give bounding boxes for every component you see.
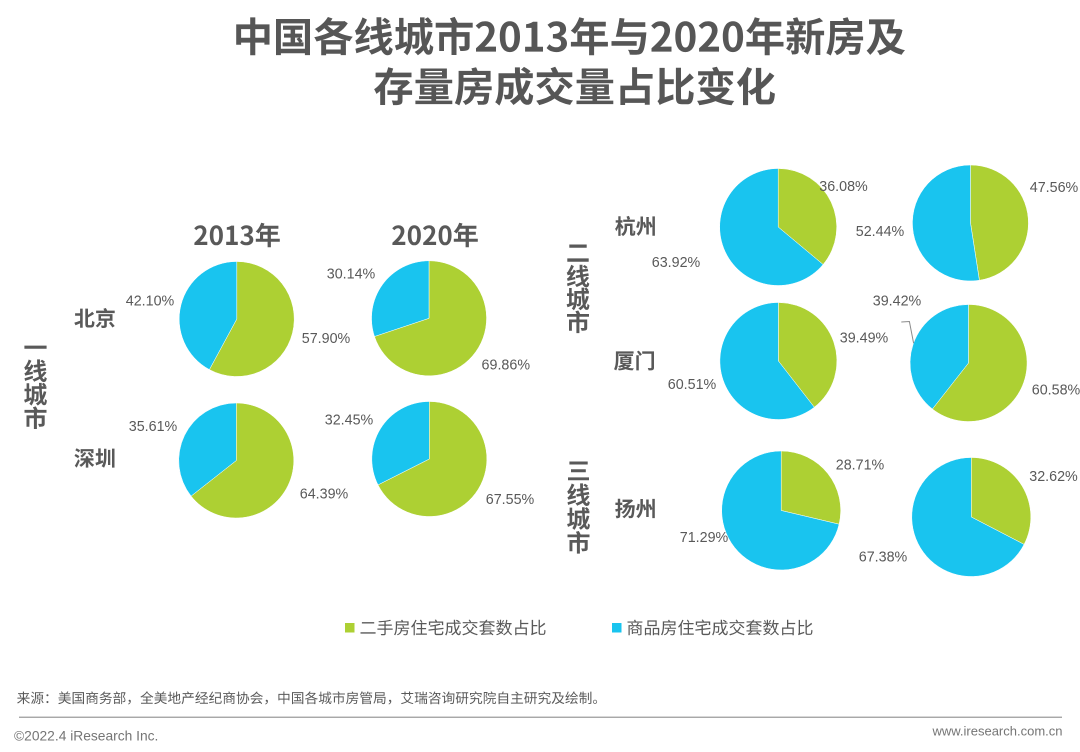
svg-text:28.71%: 28.71% bbox=[836, 458, 885, 474]
svg-text:60.58%: 60.58% bbox=[1032, 383, 1080, 399]
svg-text:52.44%: 52.44% bbox=[856, 224, 905, 240]
svg-text:36.08%: 36.08% bbox=[819, 179, 868, 195]
svg-text:www.iresearch.com.cn: www.iresearch.com.cn bbox=[931, 724, 1062, 739]
svg-text:35.61%: 35.61% bbox=[129, 419, 178, 435]
svg-text:39.49%: 39.49% bbox=[840, 331, 889, 347]
svg-text:©2022.4 iResearch Inc.: ©2022.4 iResearch Inc. bbox=[14, 729, 158, 744]
svg-text:57.90%: 57.90% bbox=[302, 331, 351, 347]
svg-text:47.56%: 47.56% bbox=[1030, 180, 1079, 196]
svg-text:32.62%: 32.62% bbox=[1029, 469, 1078, 485]
svg-text:71.29%: 71.29% bbox=[680, 530, 729, 546]
svg-text:63.92%: 63.92% bbox=[652, 255, 701, 271]
svg-text:39.42%: 39.42% bbox=[873, 294, 922, 310]
svg-text:67.38%: 67.38% bbox=[859, 550, 908, 566]
svg-text:60.51%: 60.51% bbox=[668, 377, 717, 393]
svg-text:30.14%: 30.14% bbox=[327, 267, 376, 283]
svg-text:32.45%: 32.45% bbox=[325, 413, 374, 429]
svg-text:64.39%: 64.39% bbox=[300, 487, 349, 503]
svg-text:67.55%: 67.55% bbox=[486, 492, 535, 508]
svg-text:42.10%: 42.10% bbox=[126, 294, 175, 310]
svg-text:69.86%: 69.86% bbox=[482, 357, 531, 373]
